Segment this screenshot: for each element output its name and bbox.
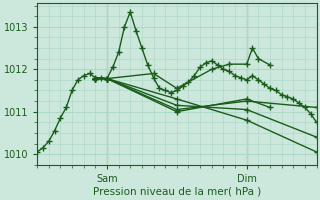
X-axis label: Pression niveau de la mer( hPa ): Pression niveau de la mer( hPa )	[93, 187, 261, 197]
